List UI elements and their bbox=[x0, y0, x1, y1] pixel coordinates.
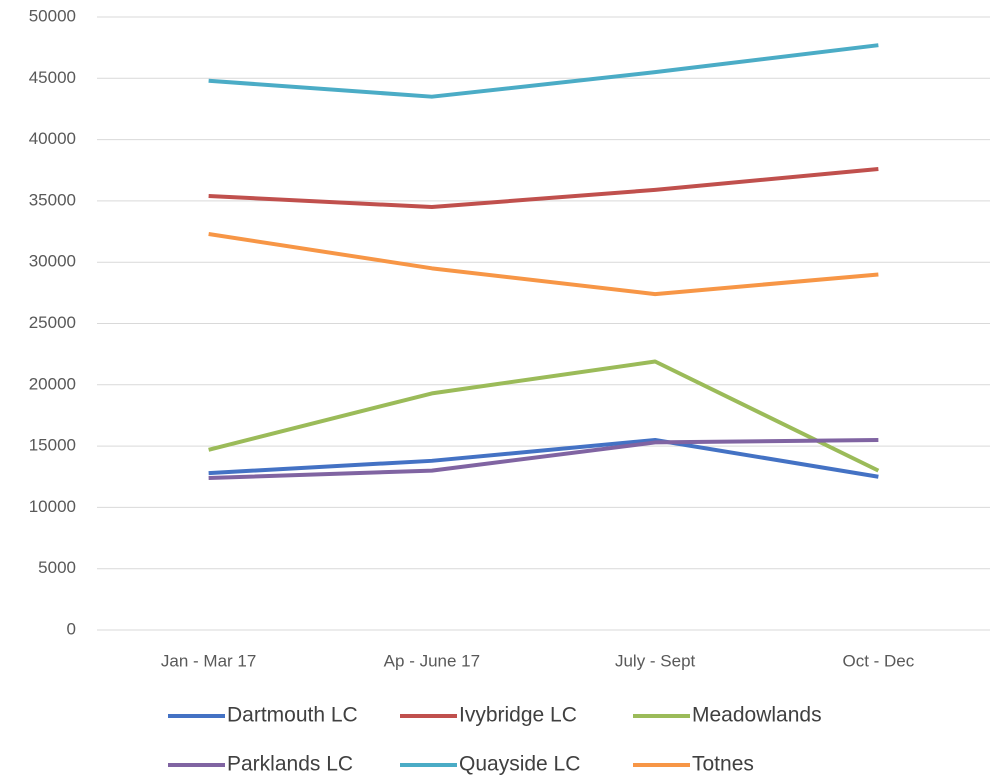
y-tick-label: 40000 bbox=[29, 129, 76, 148]
y-tick-label: 5000 bbox=[38, 558, 76, 577]
legend-label: Dartmouth LC bbox=[227, 704, 358, 727]
series-line bbox=[208, 167, 879, 210]
legend-label: Meadowlands bbox=[692, 704, 822, 727]
y-tick-label: 0 bbox=[67, 619, 76, 638]
x-tick-label: July - Sept bbox=[615, 651, 696, 670]
legend-label: Parklands LC bbox=[227, 753, 353, 776]
series-line bbox=[208, 437, 879, 479]
series-line bbox=[208, 359, 880, 473]
y-tick-label: 30000 bbox=[29, 252, 76, 271]
series-line bbox=[208, 437, 879, 480]
x-tick-label: Oct - Dec bbox=[842, 651, 914, 670]
legend-label: Ivybridge LC bbox=[459, 704, 577, 727]
y-tick-label: 15000 bbox=[29, 436, 76, 455]
y-tick-label: 25000 bbox=[29, 313, 76, 332]
series-line bbox=[208, 43, 879, 99]
y-tick-label: 20000 bbox=[29, 374, 76, 393]
y-tick-label: 45000 bbox=[29, 68, 76, 87]
x-tick-label: Jan - Mar 17 bbox=[161, 651, 256, 670]
series-line bbox=[208, 232, 879, 297]
y-tick-label: 35000 bbox=[29, 190, 76, 209]
legend-label: Totnes bbox=[692, 753, 754, 776]
y-tick-label: 10000 bbox=[29, 497, 76, 516]
y-tick-label: 50000 bbox=[29, 6, 76, 25]
x-tick-label: Ap - June 17 bbox=[384, 651, 480, 670]
legend-label: Quayside LC bbox=[459, 753, 580, 776]
